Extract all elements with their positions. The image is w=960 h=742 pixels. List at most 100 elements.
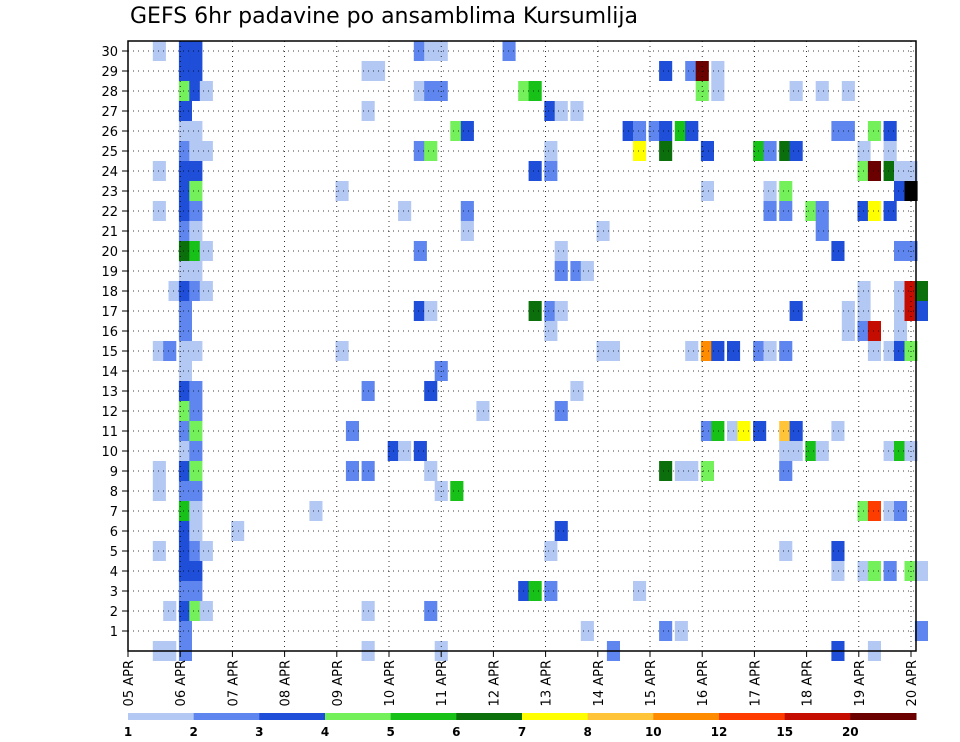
heatmap-cell	[163, 601, 177, 621]
heatmap-cell	[152, 41, 166, 61]
x-tick-label: 15 APR	[644, 660, 659, 706]
heatmap-cell	[189, 61, 203, 81]
x-tick-label: 06 APR	[174, 660, 189, 706]
heatmap-cell	[178, 441, 192, 461]
heatmap-cell	[387, 441, 401, 461]
colorbar-label: 20	[842, 725, 859, 739]
y-tick-label: 14	[101, 365, 118, 380]
heatmap-cell	[424, 41, 438, 61]
heatmap-cell	[544, 101, 558, 121]
heatmap-cell	[178, 481, 192, 501]
heatmap-cell	[189, 81, 203, 101]
heatmap-cell	[189, 501, 203, 521]
chart-title: GEFS 6hr padavine po ansamblima Kursumli…	[130, 4, 638, 29]
heatmap-cell	[189, 401, 203, 421]
heatmap-cell	[178, 341, 192, 361]
heatmap-cell	[711, 341, 725, 361]
heatmap-cell	[867, 321, 881, 341]
x-tick-label: 17 APR	[748, 660, 763, 706]
heatmap-cell	[867, 201, 881, 221]
heatmap-cell	[544, 321, 558, 341]
y-tick-label: 3	[110, 585, 118, 600]
heatmap-cell	[189, 341, 203, 361]
colorbar-swatch	[719, 713, 786, 720]
heatmap-cell	[460, 121, 474, 141]
heatmap-cell	[685, 341, 699, 361]
heatmap-cell	[189, 601, 203, 621]
y-tick-label: 11	[101, 425, 118, 440]
x-axis: 05 APR 06 APR 07 APR 08 APR 09 APR 10 APR 11 A…	[122, 651, 920, 706]
heatmap-cell	[700, 341, 714, 361]
colorbar-label: 12	[711, 725, 728, 739]
x-tick-label: 18 APR	[801, 660, 816, 706]
heatmap-cell	[883, 501, 897, 521]
heatmap-cell	[189, 421, 203, 441]
heatmap-cell	[152, 161, 166, 181]
colorbar-legend: 1 2 3 4 5 6 7 8 10 12 15 20	[124, 713, 917, 739]
y-tick-label: 24	[101, 165, 118, 180]
heatmap-cell	[528, 581, 542, 601]
heatmap-cell	[831, 121, 845, 141]
heatmap-cell	[345, 461, 359, 481]
heatmap-cell	[178, 121, 192, 141]
heatmap-cell	[178, 541, 192, 561]
heatmap-cell	[883, 161, 897, 181]
heatmap-cell	[199, 601, 213, 621]
heatmap-cell	[189, 181, 203, 201]
heatmap-cells	[152, 41, 928, 661]
heatmap-cell	[178, 381, 192, 401]
heatmap-cell	[152, 461, 166, 481]
heatmap-cell	[424, 601, 438, 621]
heatmap-cell	[502, 41, 516, 61]
y-tick-label: 8	[110, 485, 118, 500]
heatmap-cell	[659, 621, 673, 641]
heatmap-cell	[413, 301, 427, 321]
colorbar-swatch	[522, 713, 589, 720]
heatmap-cell	[753, 421, 767, 441]
heatmap-cell	[178, 321, 192, 341]
heatmap-cell	[685, 121, 699, 141]
heatmap-cell	[544, 581, 558, 601]
y-tick-label: 25	[101, 145, 118, 160]
heatmap-cell	[883, 561, 897, 581]
colorbar-swatch	[653, 713, 720, 720]
heatmap-cell	[711, 421, 725, 441]
heatmap-cell	[779, 421, 793, 441]
heatmap-cell	[815, 441, 829, 461]
heatmap-cell	[867, 501, 881, 521]
heatmap-cell	[518, 81, 532, 101]
y-tick-label: 10	[101, 445, 118, 460]
heatmap-cell	[413, 441, 427, 461]
heatmap-cell	[883, 121, 897, 141]
heatmap-cell	[779, 201, 793, 221]
heatmap-cell	[779, 541, 793, 561]
heatmap-cell	[460, 221, 474, 241]
y-tick-label: 13	[101, 385, 118, 400]
heatmap-cell	[554, 301, 568, 321]
heatmap-cell	[413, 241, 427, 261]
colorbar-label: 2	[190, 725, 198, 739]
y-tick-label: 6	[110, 525, 118, 540]
y-tick-label: 21	[101, 225, 118, 240]
heatmap-cell	[914, 561, 928, 581]
y-tick-label: 28	[101, 85, 118, 100]
heatmap-cell	[199, 141, 213, 161]
heatmap-cell	[189, 161, 203, 181]
heatmap-cell	[424, 381, 438, 401]
heatmap-cell	[178, 161, 192, 181]
y-tick-label: 19	[101, 265, 118, 280]
heatmap-cell	[894, 241, 908, 261]
heatmap-cell	[894, 321, 908, 341]
y-tick-label: 9	[110, 465, 118, 480]
heatmap-cell	[659, 461, 673, 481]
heatmap-cell	[199, 81, 213, 101]
heatmap-cell	[460, 201, 474, 221]
colorbar-label: 10	[645, 725, 662, 739]
grid-lines	[127, 41, 916, 651]
heatmap-cell	[685, 461, 699, 481]
heatmap-cell	[857, 141, 871, 161]
y-tick-label: 1	[110, 625, 118, 640]
y-tick-label: 29	[101, 65, 118, 80]
heatmap-cell	[178, 261, 192, 281]
